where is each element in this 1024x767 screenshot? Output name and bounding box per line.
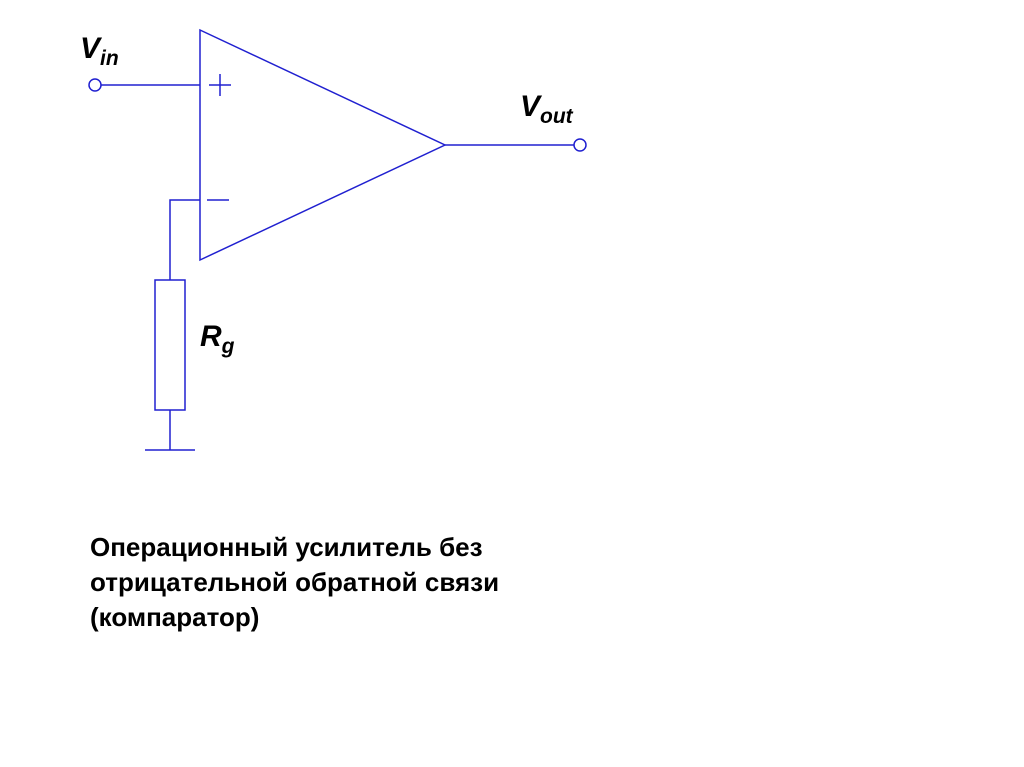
circuit-svg	[0, 0, 1024, 767]
caption-line2: отрицательной обратной связи	[90, 565, 499, 600]
vin-main: V	[80, 32, 100, 65]
rg-main: R	[200, 320, 222, 353]
rg-sub: g	[222, 335, 235, 358]
vout-sub: out	[540, 105, 573, 128]
caption: Операционный усилитель без отрицательной…	[90, 530, 499, 635]
label-vout: Vout	[520, 90, 573, 129]
label-vin: Vin	[80, 32, 119, 71]
diagram-canvas: Vin Vout Rg Операционный усилитель без о…	[0, 0, 1024, 767]
label-rg: Rg	[200, 320, 235, 359]
vout-main: V	[520, 90, 540, 123]
caption-line1: Операционный усилитель без	[90, 530, 499, 565]
caption-line3: (компаратор)	[90, 600, 499, 635]
vin-sub: in	[100, 47, 119, 70]
